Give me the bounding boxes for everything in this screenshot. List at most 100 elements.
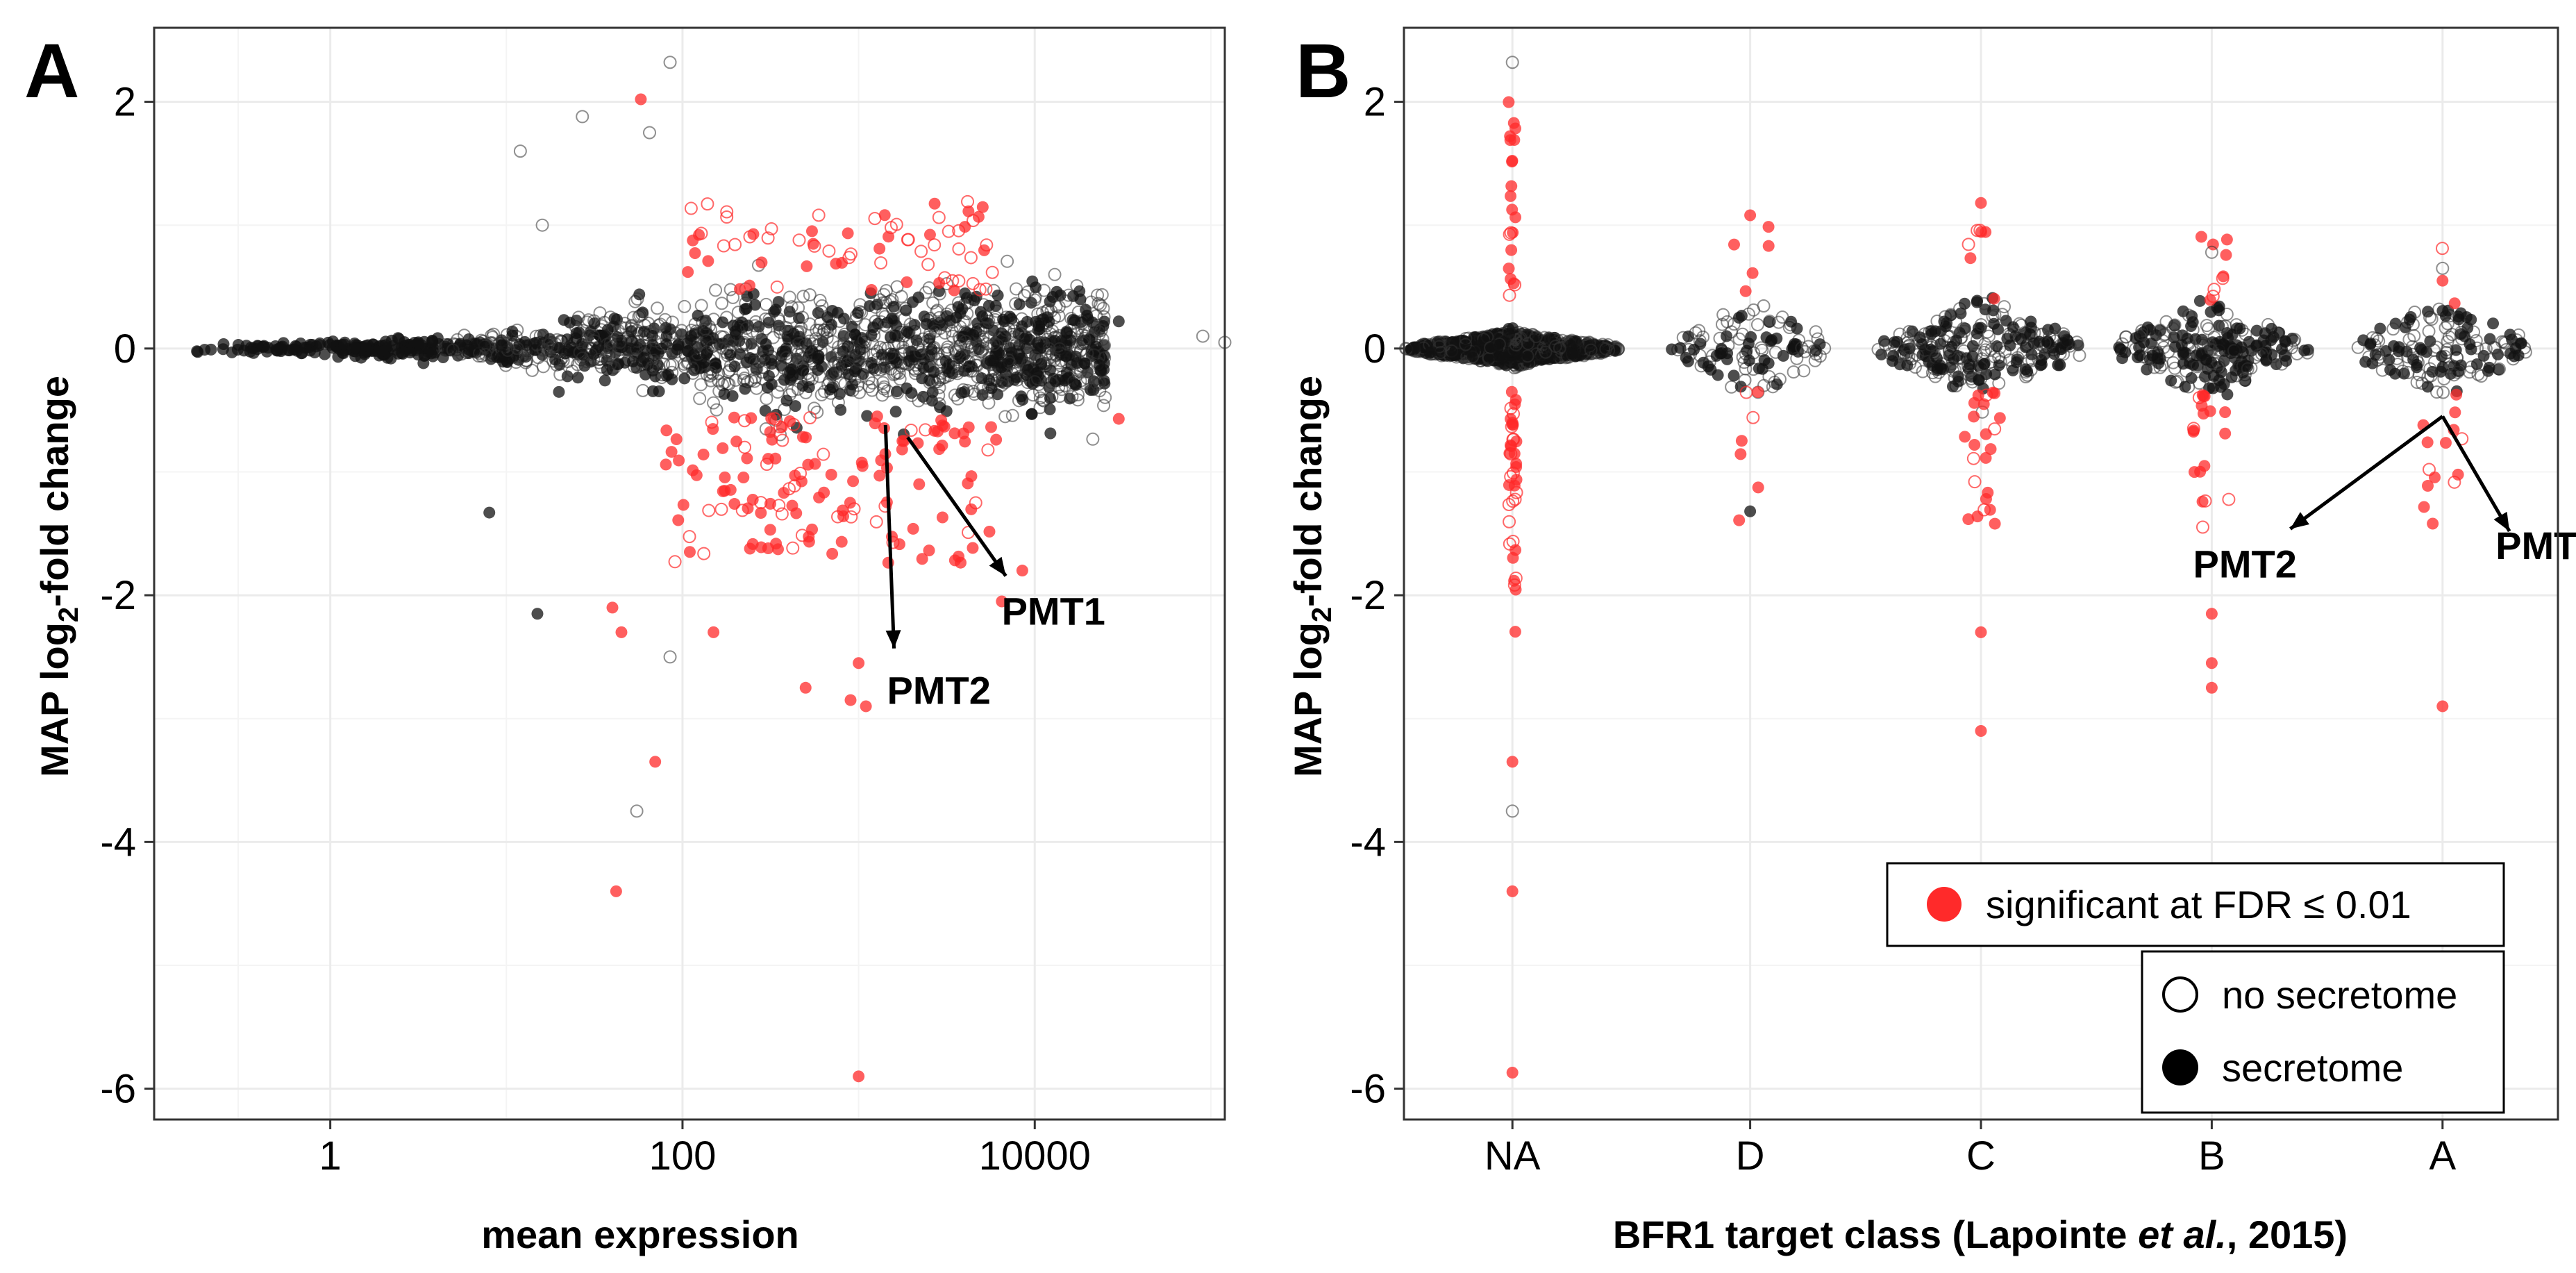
data-point-significant	[765, 413, 778, 425]
data-point	[326, 335, 339, 348]
swarm-point-notable	[2436, 261, 2450, 275]
swarm-point	[2215, 381, 2227, 393]
data-point	[417, 357, 430, 369]
data-point-significant	[921, 258, 935, 272]
swarm-point	[1715, 317, 1729, 331]
swarm-point	[2241, 362, 2255, 376]
data-point	[1097, 399, 1111, 413]
swarm-point-significant	[2427, 517, 2439, 530]
swarm-point	[2450, 344, 2462, 356]
swarm-point	[2487, 317, 2500, 330]
data-point	[852, 307, 864, 319]
swarm-point-significant	[1503, 227, 1516, 241]
swarm-point	[1716, 308, 1730, 322]
data-point	[558, 314, 570, 326]
data-point	[693, 392, 707, 406]
swarm-point	[2424, 369, 2438, 383]
data-point	[887, 313, 901, 326]
swarm-point-significant	[1962, 513, 1975, 526]
swarm-point	[2448, 360, 2460, 372]
data-point-significant	[717, 442, 729, 454]
data-point-significant	[660, 458, 672, 471]
data-point-significant	[913, 478, 926, 490]
swarm-point	[2452, 313, 2465, 326]
data-point	[536, 342, 550, 356]
swarm-point	[1797, 364, 1811, 378]
data-point-significant	[803, 410, 817, 424]
swarm-point-significant	[1735, 435, 1748, 447]
data-point	[876, 296, 890, 310]
y-title-subscript: 2	[53, 607, 84, 622]
swarm-point-significant	[1506, 203, 1519, 216]
data-point-notable	[643, 126, 657, 140]
data-point	[908, 367, 922, 381]
data-point	[1023, 333, 1036, 346]
swarm-point	[1584, 340, 1596, 352]
swarm-point	[1974, 318, 1988, 332]
data-point	[831, 395, 845, 409]
data-point-significant	[868, 212, 882, 226]
data-point	[862, 380, 876, 394]
data-point	[1017, 394, 1029, 406]
panel-a-grid	[154, 28, 1225, 1120]
swarm-point	[1871, 342, 1885, 356]
data-point	[692, 310, 704, 322]
pmt1-arrow-b	[2441, 415, 2511, 533]
swarm-point	[2351, 340, 2365, 354]
data-point	[571, 372, 584, 384]
panel-a-letter: A	[24, 28, 79, 114]
data-point	[1078, 322, 1092, 336]
data-point	[861, 410, 873, 422]
data-point	[1094, 298, 1107, 312]
data-point-significant	[720, 205, 734, 219]
swarm-point	[1973, 374, 1985, 386]
panel-a-points	[191, 56, 1232, 1083]
swarm-point	[1893, 327, 1907, 341]
data-point-significant	[803, 531, 815, 543]
data-point	[825, 304, 839, 318]
swarm-point-significant	[2186, 422, 2200, 435]
data-point	[637, 306, 649, 319]
data-point-significant	[773, 420, 787, 434]
swarm-point	[1987, 366, 2001, 380]
data-point	[769, 303, 782, 316]
data-point	[646, 385, 659, 397]
data-point	[1005, 408, 1019, 422]
swarm-point	[2215, 319, 2229, 333]
swarm-point-significant	[1989, 387, 2001, 399]
swarm-point-significant	[1968, 475, 1982, 489]
data-point	[873, 293, 887, 307]
data-point-significant	[830, 258, 842, 270]
swarm-point	[1993, 359, 2005, 372]
swarm-point-significant	[2452, 468, 2464, 481]
swarm-point	[2175, 339, 2188, 351]
data-point	[487, 327, 501, 341]
data-point	[724, 349, 737, 361]
swarm-point	[2265, 322, 2277, 335]
data-point	[952, 301, 964, 313]
y-title-main: MAP log	[33, 622, 76, 777]
y-title-tail-b: -fold change	[1286, 376, 1330, 607]
swarm-point-significant	[1503, 288, 1516, 302]
data-point	[658, 313, 672, 326]
swarm-point-notable	[1506, 756, 1519, 768]
pmt1-arrowhead-b	[2493, 511, 2510, 531]
data-point	[701, 348, 713, 360]
data-point	[756, 372, 770, 386]
swarm-point	[1916, 365, 1930, 378]
data-point-notable	[799, 681, 812, 694]
swarm-point	[2386, 322, 2400, 336]
swarm-point	[2130, 332, 2142, 344]
swarm-point	[2185, 319, 2198, 332]
x-tick-label: 10000	[979, 1133, 1091, 1179]
data-point-notable	[996, 595, 1008, 608]
swarm-point	[2471, 367, 2485, 381]
swarm-point	[1957, 322, 1971, 335]
swarm-point	[1984, 342, 1998, 356]
swarm-point	[1432, 335, 1446, 349]
swarm-point	[2235, 341, 2248, 353]
panel-b-y-ticks: -6 -4 -2 0 2	[1350, 80, 1404, 1112]
data-point	[903, 326, 915, 339]
swarm-point-significant	[1505, 419, 1519, 433]
